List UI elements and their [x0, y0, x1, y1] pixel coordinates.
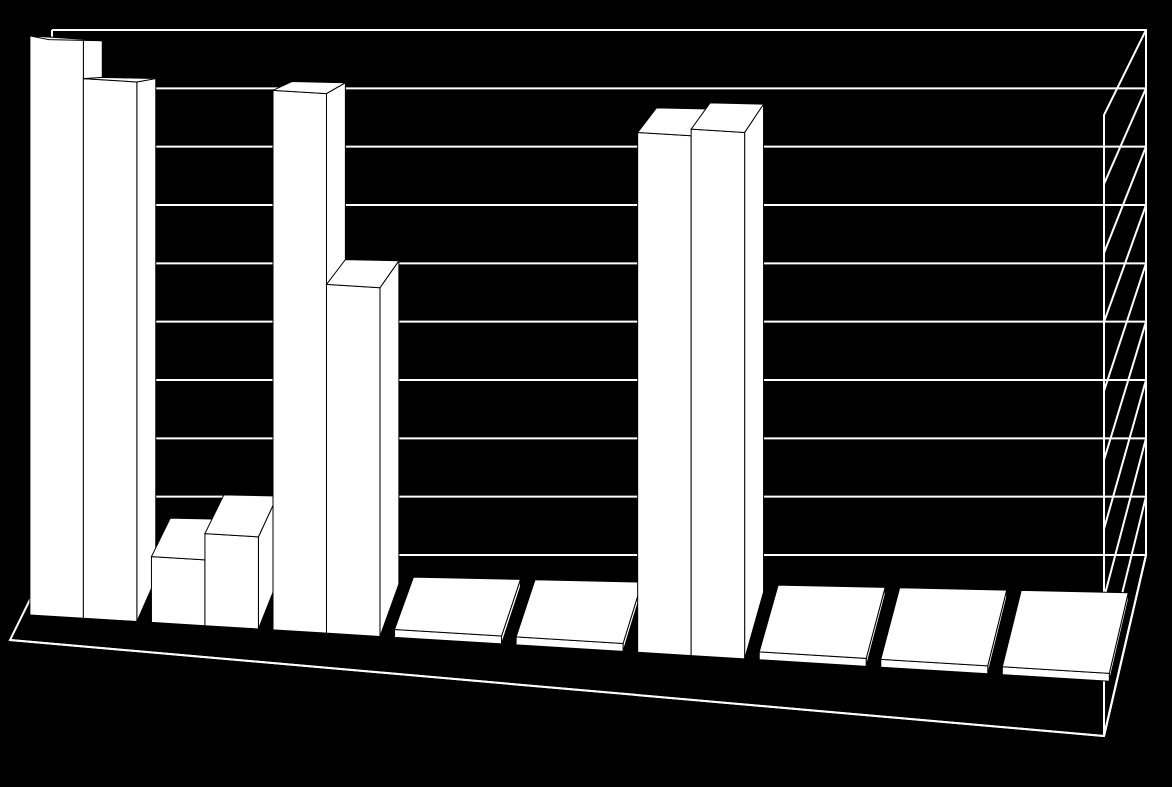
bar-top	[395, 577, 521, 636]
bar-side	[745, 104, 764, 659]
bar-side	[380, 261, 399, 637]
bar-front	[273, 90, 326, 633]
bar-front	[691, 129, 744, 659]
bar-top	[1002, 590, 1128, 673]
bar-top	[759, 585, 885, 658]
bar-front	[151, 557, 204, 626]
bar-front	[30, 36, 83, 618]
bar-front	[205, 534, 258, 629]
bar3d-chart	[0, 0, 1172, 787]
bar-front	[83, 79, 136, 622]
bar-top	[516, 580, 642, 644]
bar-front	[638, 132, 691, 655]
bar-front	[326, 284, 379, 636]
bar-top	[881, 588, 1007, 666]
bar-side	[137, 79, 156, 622]
